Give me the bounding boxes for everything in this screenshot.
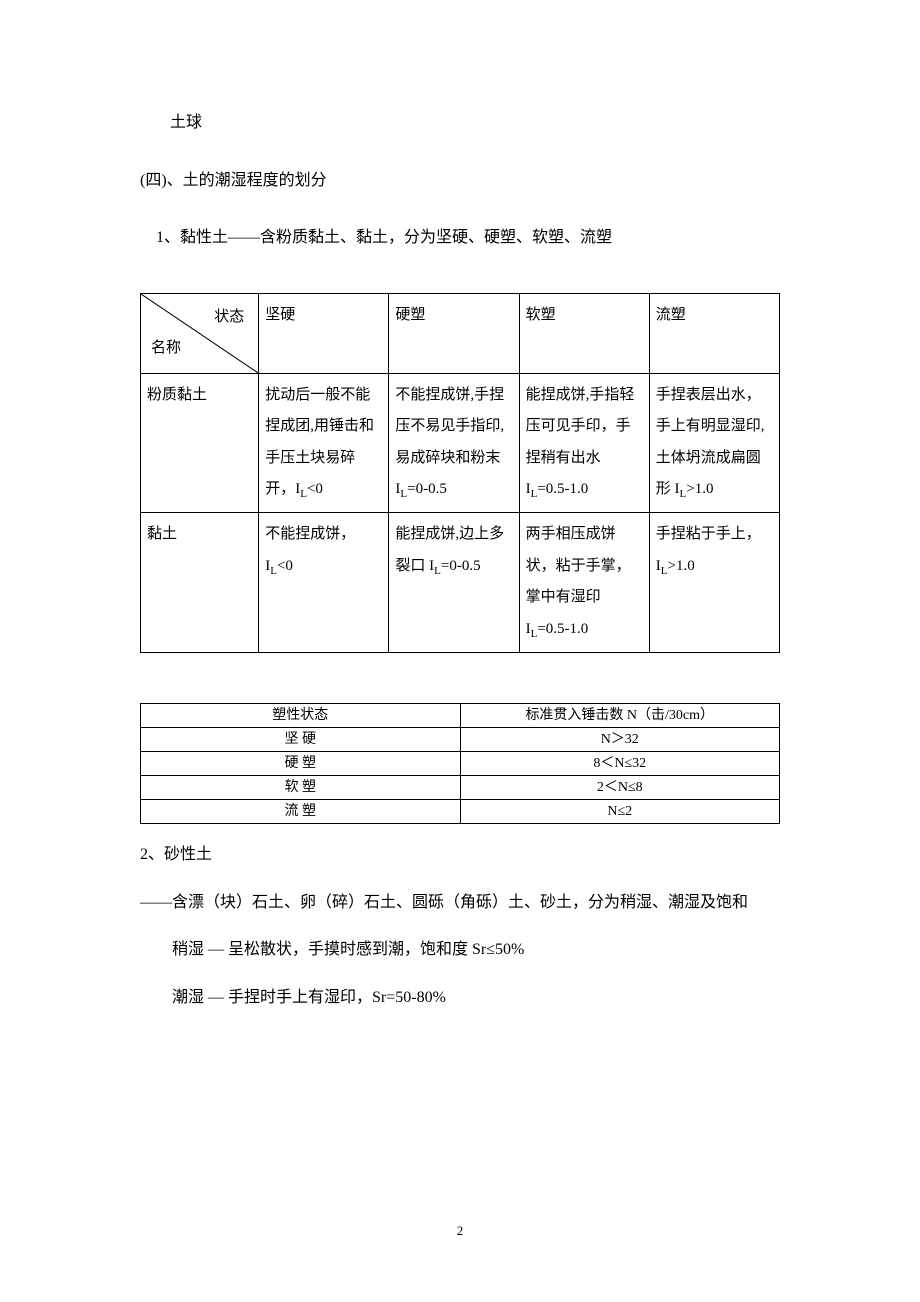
diag-top-label: 状态 [214,302,244,334]
table-row: 粉质黏土 扰动后一般不能捏成团,用锤击和手压土块易碎开，IL<0 不能捏成饼,手… [141,373,780,513]
pre-text: 土球 [140,110,780,136]
table-cell: 手捏粘于手上，IL>1.0 [649,513,779,653]
table-cell: N＞32 [460,727,780,751]
page-number: 2 [0,1221,920,1242]
table-cell: 能捏成饼,手指轻压可见手印，手捏稍有出水 IL=0.5-1.0 [519,373,649,513]
table-cell: 软 塑 [141,775,461,799]
table-cell: 不能捏成饼，IL<0 [259,513,389,653]
soil-state-table: 状态 名称 坚硬 硬塑 软塑 流塑 粉质黏土 扰动后一般不能捏成团,用锤击和手压… [140,293,780,653]
diag-bottom-label: 名称 [151,333,181,365]
table-cell: 手捏表层出水，手上有明显湿印,土体坍流成扁圆形 IL>1.0 [649,373,779,513]
item-2: 2、砂性土 [140,842,780,868]
table-cell: 能捏成饼,边上多裂口 IL=0-0.5 [389,513,519,653]
item-1: 1、黏性土——含粉质黏土、黏土，分为坚硬、硬塑、软塑、流塑 [140,225,780,251]
table-cell: 2＜N≤8 [460,775,780,799]
table-row: 黏土 不能捏成饼，IL<0 能捏成饼,边上多裂口 IL=0-0.5 两手相压成饼… [141,513,780,653]
table-cell: 不能捏成饼,手捏压不易见手指印,易成碎块和粉末 IL=0-0.5 [389,373,519,513]
sub-line-2: 潮湿 — 手捏时手上有湿印，Sr=50-80% [140,985,780,1011]
diag-header-cell: 状态 名称 [141,293,259,373]
table-cell: 硬 塑 [141,751,461,775]
table-row: 软 塑 2＜N≤8 [141,775,780,799]
spt-header: 标准贯入锤击数 N（击/30cm） [460,703,780,727]
spt-table: 塑性状态 标准贯入锤击数 N（击/30cm） 坚 硬 N＞32 硬 塑 8＜N≤… [140,703,780,824]
table-cell: 流 塑 [141,799,461,823]
item-2b: ——含漂（块）石土、卵（碎）石土、圆砾（角砾）土、砂土，分为稍湿、潮湿及饱和 [140,890,780,916]
table-cell: N≤2 [460,799,780,823]
table-header: 流塑 [649,293,779,373]
table-header: 硬塑 [389,293,519,373]
table-cell: 坚 硬 [141,727,461,751]
table-cell: 扰动后一般不能捏成团,用锤击和手压土块易碎开，IL<0 [259,373,389,513]
section-heading: (四)、土的潮湿程度的划分 [140,168,780,194]
table-row: 坚 硬 N＞32 [141,727,780,751]
table-header: 软塑 [519,293,649,373]
row-name: 黏土 [141,513,259,653]
table-header: 坚硬 [259,293,389,373]
sub-line-1: 稍湿 — 呈松散状，手摸时感到潮，饱和度 Sr≤50% [140,937,780,963]
table-row: 硬 塑 8＜N≤32 [141,751,780,775]
table-cell: 两手相压成饼状，粘于手掌，掌中有湿印 IL=0.5-1.0 [519,513,649,653]
table-row: 流 塑 N≤2 [141,799,780,823]
row-name: 粉质黏土 [141,373,259,513]
table-cell: 8＜N≤32 [460,751,780,775]
spt-header: 塑性状态 [141,703,461,727]
